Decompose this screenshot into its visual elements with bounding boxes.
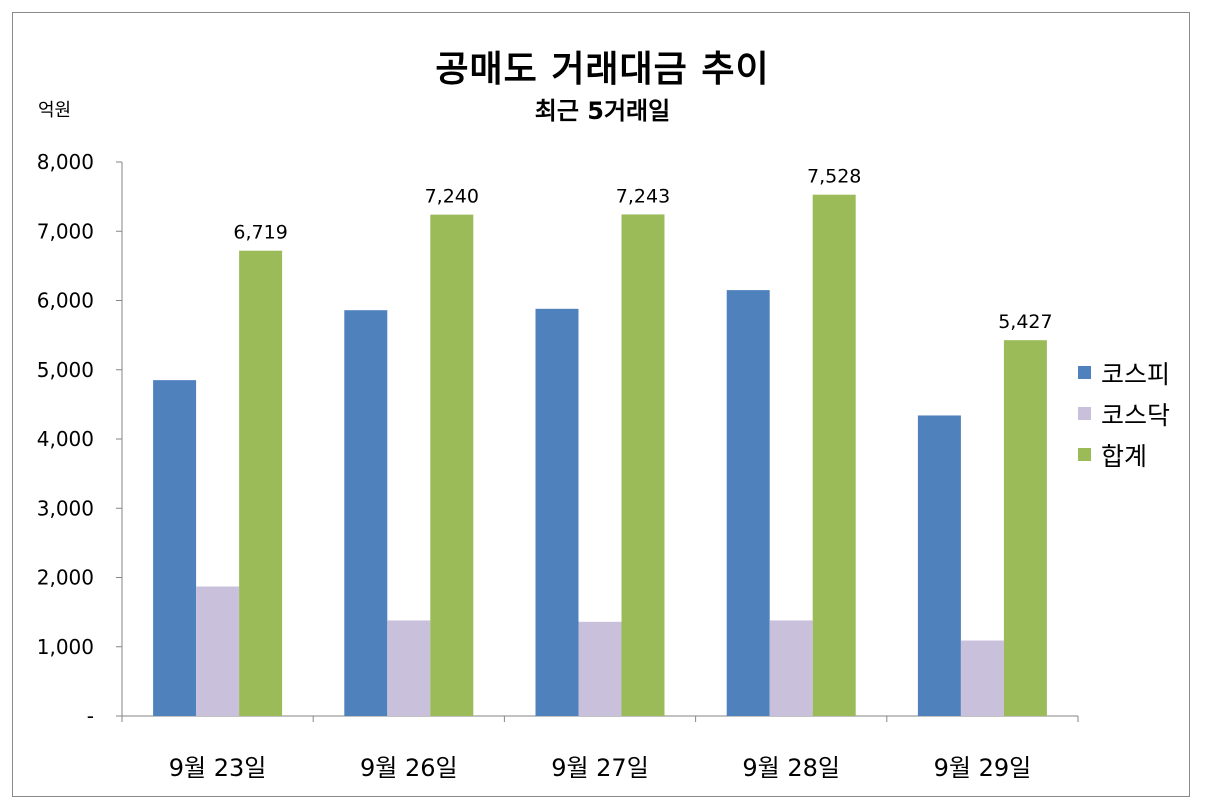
bar	[430, 214, 474, 716]
y-tick-label: -	[87, 704, 94, 728]
x-tick-label: 9월 28일	[742, 754, 840, 782]
bar	[535, 308, 579, 716]
y-tick-label: 6,000	[37, 289, 94, 313]
legend-item-kospi: 코스피	[1078, 352, 1170, 393]
bar	[769, 620, 813, 716]
bar	[621, 214, 665, 717]
bar	[239, 250, 283, 717]
legend-swatch-total	[1078, 448, 1091, 461]
y-tick-label: 3,000	[37, 496, 94, 520]
y-tick-label: 8,000	[37, 150, 94, 174]
legend-label-kosdaq: 코스닥	[1101, 400, 1171, 430]
data-label: 7,240	[425, 186, 479, 208]
legend-item-kosdaq: 코스닥	[1078, 393, 1170, 434]
legend: 코스피 코스닥 합계	[1078, 352, 1170, 475]
data-label: 5,427	[998, 311, 1052, 333]
bar	[578, 621, 622, 716]
y-tick-label: 2,000	[37, 566, 94, 590]
bar	[196, 586, 240, 716]
x-tick-label: 9월 23일	[169, 754, 267, 782]
legend-swatch-kosdaq	[1078, 407, 1091, 420]
data-label: 7,528	[807, 166, 861, 188]
y-axis-unit-label: 억원	[38, 100, 72, 121]
y-tick-label: 7,000	[37, 219, 94, 243]
bar	[917, 415, 961, 716]
y-tick-label: 4,000	[37, 427, 94, 451]
legend-item-total: 합계	[1078, 434, 1170, 475]
legend-label-total: 합계	[1101, 441, 1148, 471]
bar	[344, 310, 388, 716]
bar	[1003, 340, 1047, 716]
x-tick-label: 9월 26일	[360, 754, 458, 782]
chart-subtitle: 최근 5거래일	[534, 97, 671, 125]
data-label: 7,243	[616, 185, 670, 207]
legend-swatch-kospi	[1078, 366, 1091, 379]
data-label: 6,719	[233, 222, 287, 244]
bar	[153, 380, 197, 716]
bar	[726, 290, 770, 716]
bar	[387, 620, 431, 716]
y-tick-label: 1,000	[37, 635, 94, 659]
x-tick-label: 9월 29일	[934, 754, 1032, 782]
legend-label-kospi: 코스피	[1101, 359, 1171, 389]
chart-title: 공매도 거래대금 추이	[435, 49, 770, 90]
bar	[960, 640, 1004, 716]
x-tick-label: 9월 27일	[551, 754, 649, 782]
y-tick-label: 5,000	[37, 358, 94, 382]
bar	[812, 194, 856, 716]
